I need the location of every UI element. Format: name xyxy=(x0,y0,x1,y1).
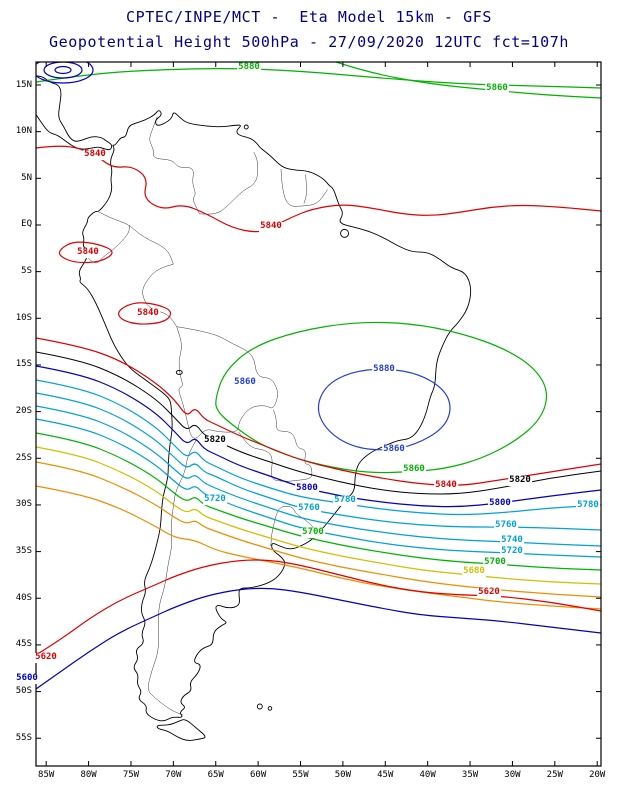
map-frame xyxy=(35,61,602,767)
country-borders xyxy=(86,116,328,716)
coastlines xyxy=(36,75,472,741)
page-title: CPTEC/INPE/MCT - Eta Model 15km - GFS xyxy=(126,8,492,26)
page-subtitle: Geopotential Height 500hPa - 27/09/2020 … xyxy=(48,33,570,51)
contour-lines xyxy=(36,62,601,690)
axis-ticks xyxy=(36,62,601,766)
